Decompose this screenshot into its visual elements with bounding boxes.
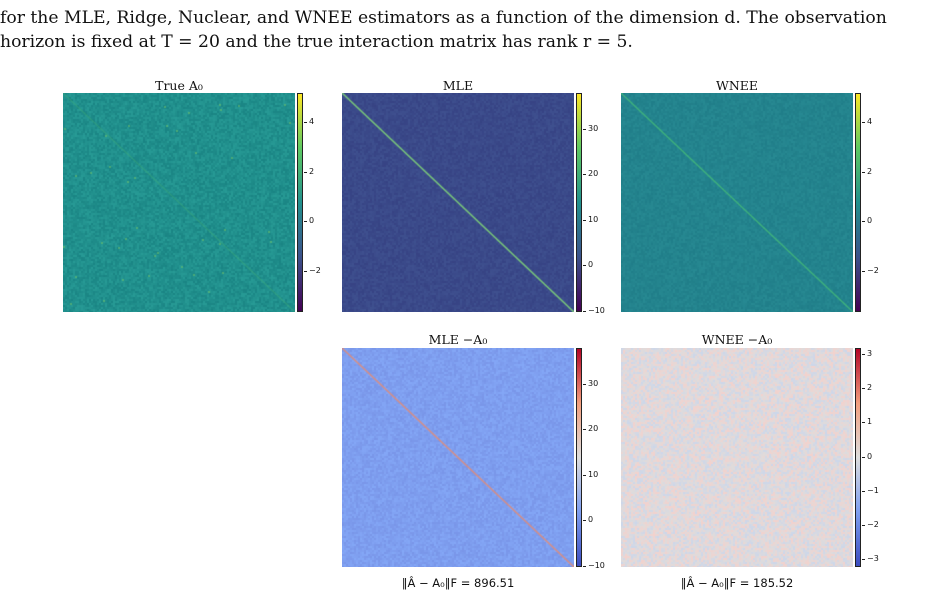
paragraph-line-1: for the MLE, Ridge, Nuclear, and WNEE es… (0, 8, 887, 28)
colorbar-tick-mle: 20 (582, 169, 599, 179)
colorbar-tick-wnee_diff: −2 (862, 519, 879, 529)
colorbar-tick-wnee_diff: 2 (861, 383, 873, 393)
colorbar-tick-wnee: 4 (861, 116, 873, 126)
heatmap-true-a0 (63, 93, 295, 312)
colorbar-tick-mle_diff: 0 (582, 515, 594, 525)
panel-title-true: True A₀ (155, 78, 203, 93)
colorbar-mle-minus-a0 (576, 348, 582, 567)
paper-paragraph: for the MLE, Ridge, Nuclear, and WNEE es… (0, 6, 948, 54)
colorbar-wnee-minus-a0 (855, 348, 861, 567)
paragraph-line-2: horizon is fixed at T = 20 and the true … (0, 32, 633, 52)
colorbar-tick-mle: −10 (583, 306, 605, 315)
colorbar-mle (576, 93, 582, 312)
colorbar-tick-true: 0 (303, 216, 315, 226)
norm-label-wnee: ‖Â − A₀‖F = 185.52 (680, 576, 794, 590)
colorbar-tick-mle_diff: 20 (582, 424, 599, 434)
colorbar-tick-wnee_diff: 1 (861, 417, 873, 427)
colorbar-tick-mle_diff: 30 (582, 378, 599, 388)
colorbar-tick-wnee: 0 (861, 216, 873, 226)
colorbar-tick-wnee_diff: 3 (861, 348, 873, 358)
colorbar-tick-true: −2 (304, 266, 321, 276)
colorbar-tick-wnee_diff: −3 (862, 554, 879, 564)
colorbar-wnee (855, 93, 861, 312)
colorbar-tick-wnee_diff: −1 (862, 485, 879, 495)
norm-label-mle: ‖Â − A₀‖F = 896.51 (401, 576, 515, 590)
colorbar-tick-wnee_diff: 0 (861, 451, 873, 461)
heatmap-mle (342, 93, 574, 312)
colorbar-tick-mle_diff: 10 (582, 469, 599, 479)
panel-title-mle-diff: MLE −A₀ (428, 332, 488, 347)
colorbar-tick-mle: 0 (582, 260, 594, 270)
colorbar-tick-wnee: −2 (862, 266, 879, 276)
colorbar-tick-wnee: 2 (861, 166, 873, 176)
colorbar-tick-mle: 30 (582, 123, 599, 133)
heatmap-mle-minus-a0 (342, 348, 574, 567)
colorbar-tick-mle_diff: −10 (583, 561, 605, 570)
colorbar-true-a0 (297, 93, 303, 312)
colorbar-tick-true: 4 (303, 116, 315, 126)
panel-title-wnee: WNEE (715, 78, 759, 93)
heatmap-wnee (621, 93, 853, 312)
panel-title-mle: MLE (442, 78, 474, 93)
heatmap-wnee-minus-a0 (621, 348, 853, 567)
panel-title-wnee-diff: WNEE −A₀ (701, 332, 773, 347)
colorbar-tick-mle: 10 (582, 214, 599, 224)
colorbar-tick-true: 2 (303, 166, 315, 176)
